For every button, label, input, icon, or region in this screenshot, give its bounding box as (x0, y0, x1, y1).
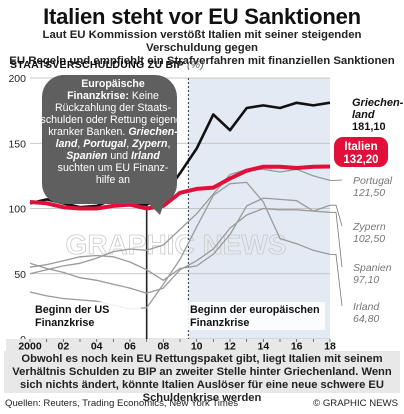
eu-crisis-label-line1: Beginn der europäischen (190, 304, 320, 316)
series-label-griechenland-cont: land (352, 109, 375, 121)
callout-segment-6-2: Portugal (83, 138, 127, 150)
series-label-zypern: Zypern (352, 221, 386, 233)
y-tick-label-150: 150 (8, 138, 26, 150)
callout-segment-4-0: schulden oder Rettung eigener (41, 114, 186, 126)
series-line-portugal (29, 168, 331, 275)
callout-line-8: suchten um EU Finanz- (58, 162, 169, 174)
series-line-spanien (29, 207, 331, 294)
subtitle-line-1: Laut EU Kommission verstößt Italien mit … (42, 29, 362, 54)
leader-line-irland (330, 253, 343, 307)
series-label-griechenland: Griechen- (352, 97, 404, 109)
y-tick-label-100: 100 (8, 204, 26, 216)
y-axis-unit: (%) (186, 59, 205, 71)
callout-segment-7-1: und (107, 150, 131, 162)
callout-segment-6-3: , (126, 138, 132, 150)
series-line-italien (29, 164, 331, 211)
callout-segment-6-4: Zypern (131, 138, 168, 150)
callout-title-line2: Finanzkrise: (67, 90, 132, 102)
series-label-spanien: Spanien (353, 262, 392, 274)
y-axis-label: STAATSVERSCHULDUNG ZU BIP (%) (10, 59, 204, 71)
x-tick-label-18: 18 (324, 341, 336, 353)
eu-crisis-label-bg (187, 302, 325, 330)
subtitle-line-2: EU Regeln und empfiehlt ein Strafverfahr… (9, 55, 395, 67)
callout-segment-3-0: Rückzahlung der Staats- (55, 102, 171, 114)
x-tick-label-2000: 2000 (18, 341, 42, 353)
series-value-spanien: 97,10 (353, 274, 379, 286)
eu-crisis-label-line2: Finanzkrise (190, 317, 249, 329)
callout-segment-7-0: Spanien (66, 150, 108, 162)
callout-segment-5-1: Griechen- (128, 126, 178, 138)
debt-line-chart: 050100150200GRAPHIC NEWS2000020406081012… (6, 73, 404, 353)
x-tick-label-06: 06 (124, 341, 136, 353)
y-tick-label-200: 200 (8, 73, 26, 85)
series-value-irland: 64,80 (353, 313, 379, 325)
x-tick-label-04: 04 (91, 341, 103, 353)
callout-segment-6-1: , (77, 138, 83, 150)
callout-bubble (41, 75, 177, 204)
callout-line-7: Spanien und Irland (66, 150, 160, 162)
y-axis-label-text: STAATSVERSCHULDUNG ZU BIP (10, 59, 184, 71)
leader-line-spanien (330, 211, 343, 268)
series-label-italien: Italien (344, 141, 377, 153)
callout-body-start: Keine (132, 90, 159, 102)
callout-pointer (148, 203, 164, 215)
italy-label-badge (334, 137, 388, 167)
us-crisis-label-bg (33, 302, 141, 330)
callout-segment-6-5: , (167, 138, 170, 150)
x-axis-bar (6, 339, 330, 352)
callout-line-2: Finanzkrise: Keine (67, 90, 159, 102)
us-crisis-label-line1: Beginn der US (35, 304, 109, 316)
leader-line-zypern (330, 204, 343, 227)
callout-line-6: land, Portugal, Zypern, (56, 138, 171, 150)
callout-line-3: Rückzahlung der Staats- (55, 102, 171, 114)
series-label-portugal: Portugal (353, 175, 393, 187)
chart-title: Italien steht vor EU Sanktionen (43, 4, 361, 29)
series-label-irland: Irland (353, 301, 380, 313)
callout-segment-5-0: kranker Banken. (48, 126, 128, 138)
x-tick-label-12: 12 (224, 341, 236, 353)
callout-line-5: kranker Banken. Griechen- (48, 126, 178, 138)
x-tick-label-16: 16 (291, 341, 303, 353)
callout-segment-6-0: land (56, 138, 78, 150)
x-tick-label-02: 02 (57, 341, 69, 353)
callout-segment-9-0: hilfe an (96, 174, 130, 186)
series-value-zypern: 102,50 (353, 233, 385, 245)
callout-segment-7-2: Irland (131, 150, 160, 162)
x-tick-label-14: 14 (257, 341, 269, 353)
x-tick-label-08: 08 (157, 341, 169, 353)
chart-subtitle: Laut EU Kommission verstößt Italien mit … (6, 29, 398, 68)
callout-line-4: schulden oder Rettung eigener (41, 114, 186, 126)
sources-text: Quellen: Reuters, Trading Economics, New… (5, 398, 239, 409)
x-tick-label-10: 10 (191, 341, 203, 353)
series-value-portugal: 121,50 (353, 187, 385, 199)
callout-line-9: hilfe an (96, 174, 130, 186)
copyright-text: © GRAPHIC NEWS (313, 398, 398, 409)
callout-segment-8-0: suchten um EU Finanz- (58, 162, 169, 174)
us-crisis-label-line2: Finanzkrise (35, 317, 94, 329)
series-line-zypern (29, 197, 331, 281)
y-tick-label-50: 50 (14, 269, 26, 281)
series-value-italien: 132,20 (343, 154, 378, 166)
series-value-griechenland: 181,10 (352, 121, 386, 133)
explanatory-note: Obwohl es noch kein EU Rettungspaket gib… (4, 351, 400, 404)
callout-title-line1: Europäische (81, 78, 145, 90)
series-line-irland (29, 181, 331, 310)
